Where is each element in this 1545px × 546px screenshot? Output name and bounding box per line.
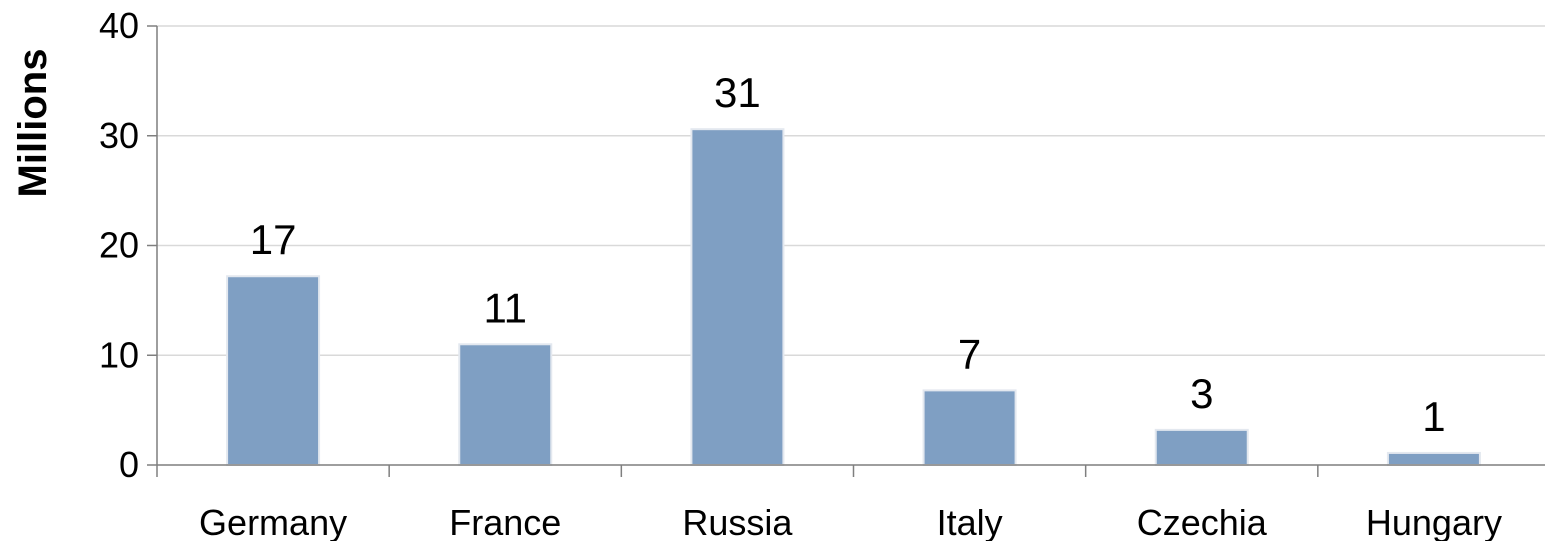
- x-category-label: Russia: [682, 502, 793, 541]
- axes: [147, 25, 1545, 477]
- labels: 01020304017Germany11France31Russia7Italy…: [99, 5, 1502, 543]
- bar: [1154, 428, 1249, 467]
- bar: [226, 275, 321, 467]
- bar-data-label: 3: [1190, 370, 1213, 417]
- x-category-label: Italy: [937, 502, 1003, 541]
- bar-data-label: 31: [714, 69, 761, 116]
- bar-data-label: 7: [958, 330, 981, 377]
- y-tick-label: 30: [99, 115, 139, 156]
- bar: [690, 128, 785, 466]
- bar-data-label: 1: [1422, 393, 1445, 440]
- bars: [226, 128, 1481, 467]
- y-tick-label: 10: [99, 334, 139, 375]
- bar: [922, 389, 1017, 466]
- y-axis-title: Millions: [11, 49, 55, 198]
- y-tick-label: 40: [99, 5, 139, 46]
- bar-data-label: 11: [483, 284, 527, 331]
- bar: [1386, 451, 1481, 466]
- x-category-label: Czechia: [1137, 502, 1268, 541]
- x-category-label: France: [449, 502, 561, 541]
- y-tick-label: 20: [99, 225, 139, 266]
- bar-data-label: 17: [250, 216, 297, 263]
- x-category-label: Hungary: [1366, 502, 1502, 541]
- x-category-label: Germany: [199, 502, 347, 541]
- gridlines: [157, 25, 1545, 356]
- y-tick-label: 0: [119, 444, 139, 485]
- bar: [458, 343, 553, 466]
